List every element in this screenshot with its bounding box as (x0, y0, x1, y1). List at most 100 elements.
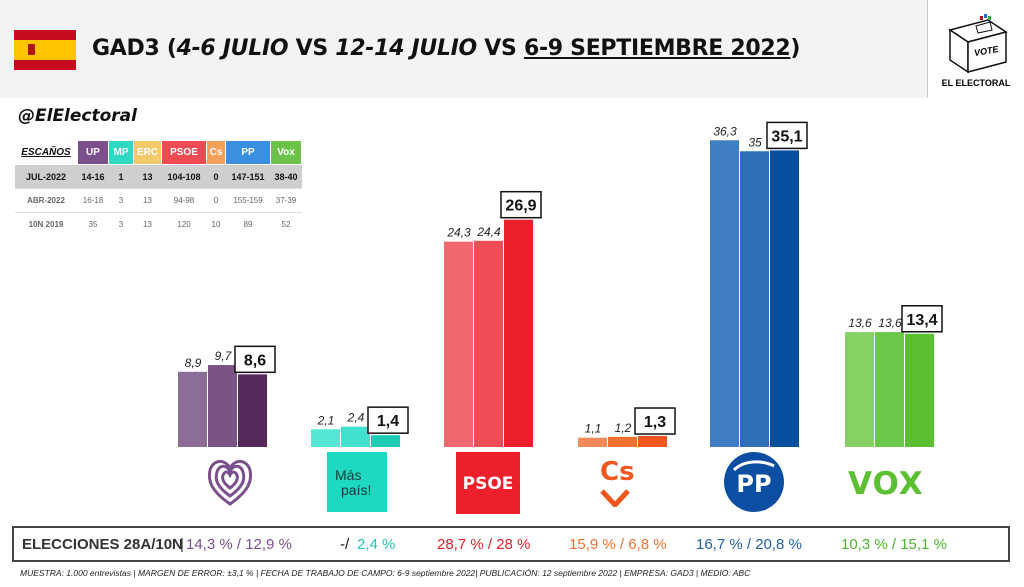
bar-pp-0 (710, 140, 739, 447)
seats-cell: 13 (133, 164, 162, 189)
bar-up-1 (208, 365, 237, 447)
mas-pais-line2: país! (341, 482, 372, 498)
psoe-logo: PSOE (456, 452, 520, 514)
seats-party-header: Cs (206, 140, 226, 165)
seats-cell: 0 (206, 188, 226, 213)
results-mp-prev: -/ (340, 536, 350, 553)
logo-name: EL ELECTORAL (941, 78, 1011, 88)
data-label-highlight: 13,4 (906, 312, 937, 329)
seats-cell: 14-16 (77, 164, 109, 189)
data-label: 2,4 (347, 411, 365, 425)
data-label-box (766, 121, 808, 150)
seats-cell: 13 (133, 188, 162, 213)
bar-cs-0 (578, 437, 607, 447)
mas-pais-line1: Más (335, 467, 362, 483)
data-label-highlight: 35,1 (771, 128, 802, 145)
data-label: 9,7 (215, 349, 233, 363)
cs-logo: Cs (596, 455, 652, 511)
data-label-box (234, 345, 276, 374)
bar-vox-0 (845, 332, 874, 447)
bar-psoe-2 (504, 219, 533, 447)
seats-cell: 37-39 (270, 188, 302, 213)
bar-psoe-1 (474, 240, 503, 447)
results-up: 14,3 % / 12,9 % (186, 536, 292, 553)
seats-party-header: Vox (270, 140, 302, 165)
data-label: 8,9 (185, 356, 202, 370)
bar-up-0 (178, 371, 207, 447)
data-label: 24,3 (446, 226, 471, 240)
results-label: ELECCIONES 28A/10N (22, 536, 183, 553)
seats-cell: 3 (108, 188, 134, 213)
bar-m-s-pa-s-0 (311, 429, 340, 447)
data-label: 1,2 (615, 421, 632, 435)
data-label-box (901, 305, 943, 333)
cs-logo-text: Cs (600, 457, 635, 487)
seats-party-header: PSOE (161, 140, 207, 165)
seats-row-label: ABR-2022 (14, 188, 78, 213)
data-label-box (367, 406, 409, 434)
bar-cs-2 (638, 436, 667, 447)
header-band: GAD3 (4-6 JULIO VS 12-14 JULIO VS 6-9 SE… (0, 0, 1024, 98)
bar-pp-1 (740, 151, 769, 447)
seats-corner-label: ESCAÑOS (14, 140, 78, 165)
footnote: MUESTRA: 1.000 entrevistas | MARGEN DE E… (20, 568, 751, 578)
data-label-box (634, 407, 676, 435)
bar-m-s-pa-s-1 (341, 426, 370, 447)
bar-pp-2 (770, 150, 799, 447)
seats-cell: 38-40 (270, 164, 302, 189)
pp-logo-text: PP (736, 470, 772, 498)
seats-cell: 13 (133, 212, 162, 236)
seats-party-header: MP (108, 140, 134, 165)
seats-cell: 94-98 (161, 188, 207, 213)
results-cs: 15,9 % / 6,8 % (569, 536, 667, 553)
seats-table: ESCAÑOS UP MP ERC PSOE Cs PP Vox JUL-202… (14, 140, 302, 236)
psoe-logo-text: PSOE (462, 474, 514, 494)
vox-logo-text: VOX (848, 466, 924, 502)
data-label: 1,1 (585, 422, 602, 436)
seats-cell: 104-108 (161, 164, 207, 189)
pp-logo: PP (724, 452, 784, 512)
seats-cell: 155-159 (225, 188, 271, 213)
election-results-bar: ELECCIONES 28A/10N | 14,3 % / 12,9 % -/ … (12, 526, 1010, 562)
seats-party-header: UP (77, 140, 109, 165)
data-label-highlight: 26,9 (505, 198, 536, 215)
results-pp: 16,7 % / 20,8 % (696, 536, 802, 553)
data-label: 13,6 (848, 316, 872, 330)
seats-cell: 89 (225, 212, 271, 236)
seats-cell: 35 (77, 212, 109, 236)
seats-row: 10N 2019 35 3 13 120 10 89 52 (14, 212, 302, 236)
unidas-podemos-heart-icon (207, 460, 253, 506)
bar-vox-1 (875, 332, 904, 447)
seats-row-label: JUL-2022 (14, 164, 78, 189)
ballot-box-icon (948, 14, 1008, 74)
bar-cs-1 (608, 436, 637, 447)
data-label-highlight: 1,4 (377, 413, 399, 430)
seats-party-header: PP (225, 140, 271, 165)
seats-row: ABR-2022 16-18 3 13 94-98 0 155-159 37-3… (14, 188, 302, 213)
seats-header-row: ESCAÑOS UP MP ERC PSOE Cs PP Vox (14, 140, 302, 165)
pp-bird-icon (732, 460, 775, 472)
data-label: 35 (748, 135, 762, 149)
data-label-highlight: 8,6 (244, 352, 266, 369)
seats-cell: 10 (206, 212, 226, 236)
seats-cell: 16-18 (77, 188, 109, 213)
seats-cell: 52 (270, 212, 302, 236)
results-mp: 2,4 % (357, 536, 396, 553)
data-label-box (500, 190, 542, 219)
results-vox: 10,3 % / 15,1 % (841, 536, 947, 553)
data-label: 24,4 (476, 225, 501, 239)
data-label-highlight: 1,3 (644, 414, 666, 431)
el-electoral-logo: VOTE EL ELECTORAL (927, 0, 1024, 98)
seats-cell: 3 (108, 212, 134, 236)
bar-psoe-0 (444, 241, 473, 447)
data-label: 13,6 (878, 316, 902, 330)
mas-pais-logo: Más país! (327, 452, 387, 512)
seats-row-label: 10N 2019 (14, 212, 78, 236)
seats-cell: 0 (206, 164, 226, 189)
chart-title: GAD3 (4-6 JULIO VS 12-14 JULIO VS 6-9 SE… (92, 36, 801, 61)
results-psoe: 28,7 % / 28 % (437, 536, 531, 553)
seats-row: JUL-2022 14-16 1 13 104-108 0 147-151 38… (14, 164, 302, 189)
twitter-handle: @ElElectoral (18, 106, 137, 126)
vox-logo: VOX (848, 466, 932, 506)
